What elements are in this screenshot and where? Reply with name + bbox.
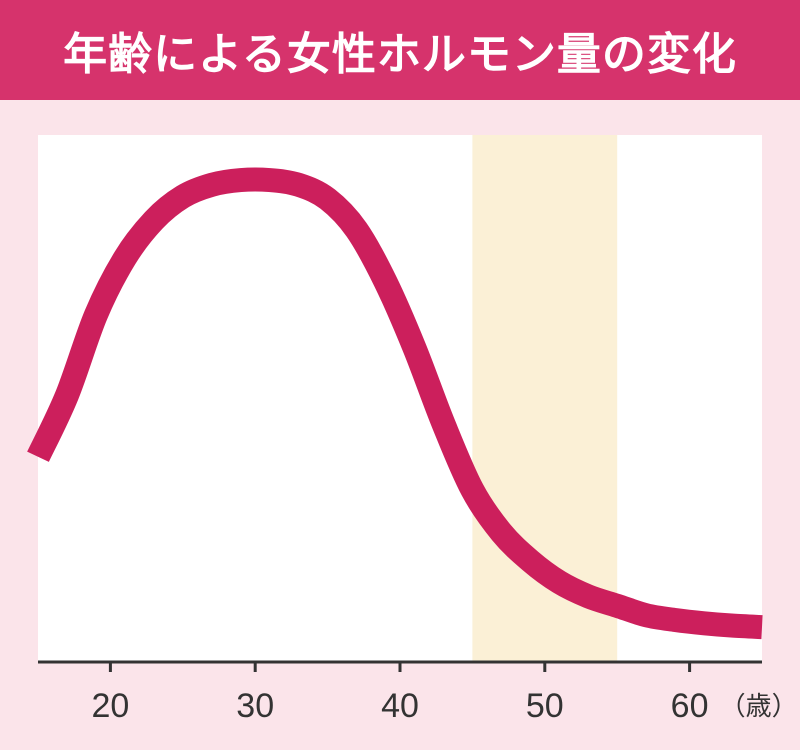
x-unit-label: （歳） <box>720 692 798 722</box>
x-tick-label: 60 <box>671 687 709 725</box>
chart-title: 年齢による女性ホルモン量の変化 <box>63 29 737 80</box>
title-bar: 年齢による女性ホルモン量の変化 <box>0 0 800 100</box>
hormone-chart: 20 30 40 50 60 （歳） <box>27 135 798 725</box>
x-tick-label: 30 <box>236 687 274 725</box>
series-line <box>27 167 763 640</box>
x-tick-label: 20 <box>91 687 129 725</box>
x-tick-label: 40 <box>381 687 419 725</box>
x-tick-label: 50 <box>526 687 564 725</box>
x-ticks: 20 30 40 50 60 <box>91 662 709 725</box>
